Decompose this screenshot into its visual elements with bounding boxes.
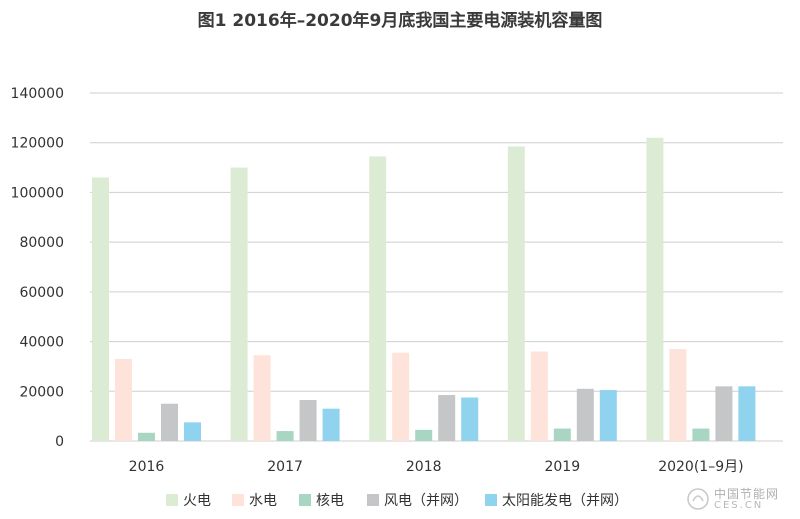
y-tick-label: 0 (55, 434, 64, 450)
bar-3-1 (138, 432, 155, 441)
y-tick-label: 80000 (19, 235, 64, 251)
watermark-logo-icon (687, 488, 709, 510)
bar-5-2 (322, 408, 340, 441)
chart-title: 图1 2016年–2020年9月底我国主要电源装机容量图 (197, 11, 603, 31)
bar-1-2 (230, 167, 248, 442)
bar-2-4 (530, 351, 548, 441)
bar-2-2 (253, 355, 271, 441)
bar-2-1 (115, 358, 132, 441)
x-tick-label: 2019 (544, 459, 580, 475)
bar-2-5 (669, 349, 687, 441)
bar-1-3 (369, 156, 387, 441)
legend-swatch (232, 494, 244, 506)
x-tick-label: 2020(1–9月) (658, 459, 743, 475)
bar-1-5 (646, 137, 664, 441)
y-tick-label: 140000 (11, 86, 64, 102)
y-tick-label: 60000 (19, 285, 64, 301)
bar-4-4 (576, 388, 594, 441)
bar-3-4 (553, 428, 571, 441)
bar-1-1 (92, 177, 109, 441)
x-tick-label: 2018 (406, 459, 442, 475)
legend-swatch (166, 494, 178, 506)
legend-label: 火电 (183, 493, 211, 509)
bar-3-3 (415, 429, 433, 441)
gridlines (90, 92, 783, 442)
bar-1-4 (507, 146, 525, 441)
bar-4-3 (438, 395, 456, 441)
bars (92, 137, 756, 442)
legend-label: 水电 (249, 493, 277, 509)
x-axis-tick-labels: 2016 2017 2018 2019 2020(1–9月) (129, 459, 744, 475)
bar-5-5 (738, 386, 756, 441)
legend: 火电 水电 核电 风电（并网） 太阳能发电（并网） (166, 493, 628, 509)
bar-3-5 (692, 428, 710, 441)
y-tick-label: 20000 (19, 384, 64, 400)
bar-5-1 (184, 422, 201, 441)
legend-swatch (299, 494, 311, 506)
bar-4-1 (161, 403, 178, 441)
y-tick-label: 100000 (11, 185, 64, 201)
legend-swatch (485, 494, 497, 506)
bar-5-3 (461, 397, 479, 441)
site-watermark: 中国节能网 CES.CN (684, 485, 794, 515)
x-tick-label: 2017 (267, 459, 303, 475)
legend-label: 风电（并网） (384, 493, 468, 509)
bar-3-2 (276, 431, 294, 441)
bar-2-3 (392, 352, 410, 441)
bar-4-2 (299, 399, 317, 441)
x-tick-label: 2016 (129, 459, 165, 475)
bar-5-4 (599, 390, 617, 441)
y-tick-label: 120000 (11, 136, 64, 152)
watermark-cn-text: 中国节能网 (714, 487, 780, 501)
legend-label: 核电 (316, 493, 344, 509)
legend-swatch (367, 494, 379, 506)
legend-label: 太阳能发电（并网） (502, 493, 628, 509)
y-tick-label: 40000 (19, 335, 64, 351)
y-axis-tick-labels: 0 20000 40000 60000 80000 100000 120000 140000 (11, 86, 64, 450)
watermark-en-text: CES.CN (714, 500, 764, 511)
bar-4-5 (715, 386, 733, 441)
